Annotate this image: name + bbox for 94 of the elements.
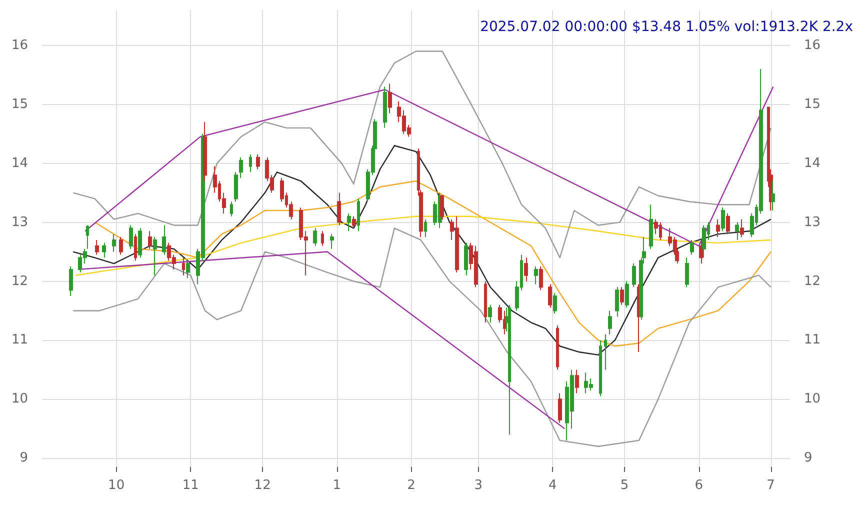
candlestick <box>69 266 73 296</box>
candlestick <box>464 242 468 276</box>
candlestick <box>424 218 427 238</box>
y2-tick-label: 15 <box>804 96 821 112</box>
y-tick-label: 13 <box>11 214 28 230</box>
candlestick <box>740 218 744 238</box>
candlestick <box>726 212 730 235</box>
candlestick <box>182 257 185 276</box>
candlestick <box>352 216 356 229</box>
candlestick <box>256 154 260 170</box>
y2-tick-label: 13 <box>804 214 821 230</box>
x-tick-label: 3 <box>474 478 482 493</box>
candlestick <box>383 86 387 128</box>
candlestick <box>330 234 334 250</box>
line-series <box>72 228 772 447</box>
text: 2025.07.02 00:00:00 $13.48 1.05% vol:1913.2K 2.2x <box>480 19 853 35</box>
candlestick <box>524 257 528 282</box>
x-tick-label: 2 <box>407 478 416 493</box>
candlestick <box>230 201 233 217</box>
candlestick <box>484 280 487 324</box>
candlestick <box>134 234 137 262</box>
candlestick <box>488 304 492 324</box>
line-series <box>74 216 772 276</box>
candlestick <box>553 292 557 314</box>
candlestick <box>575 369 579 394</box>
candlestick <box>337 192 341 226</box>
candlestick <box>620 286 624 306</box>
candlestick <box>604 334 607 370</box>
candlestick <box>699 239 703 264</box>
candlestick <box>539 266 543 291</box>
y-tick-label: 10 <box>11 392 28 407</box>
x-tick-label: 1 <box>332 478 342 493</box>
candlestick <box>119 236 123 256</box>
candlestick <box>234 172 238 202</box>
x-tick-label: 4 <box>548 478 557 493</box>
candlestick <box>347 212 351 232</box>
candlestick <box>153 236 157 276</box>
candlestick <box>649 204 653 250</box>
line-series <box>94 180 772 347</box>
y2-tick-label: 16 <box>804 38 821 53</box>
candlestick <box>95 239 99 256</box>
candlestick <box>203 122 207 182</box>
y-tick-label: 14 <box>11 156 28 171</box>
candlestick <box>86 224 89 250</box>
candlestick <box>721 207 725 232</box>
candlestick <box>702 224 706 258</box>
candlestick <box>632 263 636 288</box>
y2-tick-label: 10 <box>804 392 821 407</box>
candlestick <box>625 280 629 308</box>
candlestick <box>534 266 538 285</box>
y-tick-label: 12 <box>11 274 28 289</box>
candlestick <box>388 83 392 114</box>
y-tick-label: 11 <box>11 332 28 348</box>
candlestick <box>138 228 142 258</box>
candlestick <box>685 257 689 288</box>
y-tick-label: 9 <box>20 450 28 466</box>
y2-tick-label: 12 <box>804 274 821 289</box>
x-tick-label: 11 <box>182 478 199 493</box>
candlestick <box>771 180 775 211</box>
candlestick <box>357 198 360 232</box>
candlestick <box>548 284 552 308</box>
x-tick-label: 5 <box>620 478 629 493</box>
candlestick <box>440 195 444 220</box>
candlestick <box>239 156 243 179</box>
candlestick <box>148 230 152 250</box>
candlestick <box>186 260 190 279</box>
y2-tick-label: 9 <box>804 450 812 466</box>
candlestick <box>735 222 739 240</box>
candlestick <box>615 286 619 318</box>
candlestick <box>690 239 694 256</box>
candlestick <box>313 228 317 246</box>
candlestick <box>716 218 720 238</box>
x-tick-label: 10 <box>108 478 125 493</box>
candlestick <box>129 224 133 250</box>
candlestick <box>508 304 511 436</box>
x-tick-label: 6 <box>694 478 704 493</box>
candlestick <box>556 324 559 370</box>
y-tick-label: 16 <box>11 38 28 53</box>
candlestick <box>321 230 324 246</box>
line-series <box>72 145 772 356</box>
y2-tick-label: 11 <box>804 332 821 348</box>
x-tick-label: 7 <box>766 478 775 493</box>
candlestick <box>608 310 612 335</box>
y-tick-label: 15 <box>11 96 28 112</box>
candlestick <box>162 224 166 256</box>
candlestick <box>102 242 106 258</box>
candlestick <box>249 154 252 173</box>
line-series <box>72 50 772 258</box>
y2-tick-label: 14 <box>804 156 821 171</box>
candlestick <box>112 234 116 252</box>
candlestick <box>599 340 602 397</box>
line-series <box>84 86 774 246</box>
x-tick-label: 12 <box>254 478 271 493</box>
candlestick <box>558 392 562 424</box>
